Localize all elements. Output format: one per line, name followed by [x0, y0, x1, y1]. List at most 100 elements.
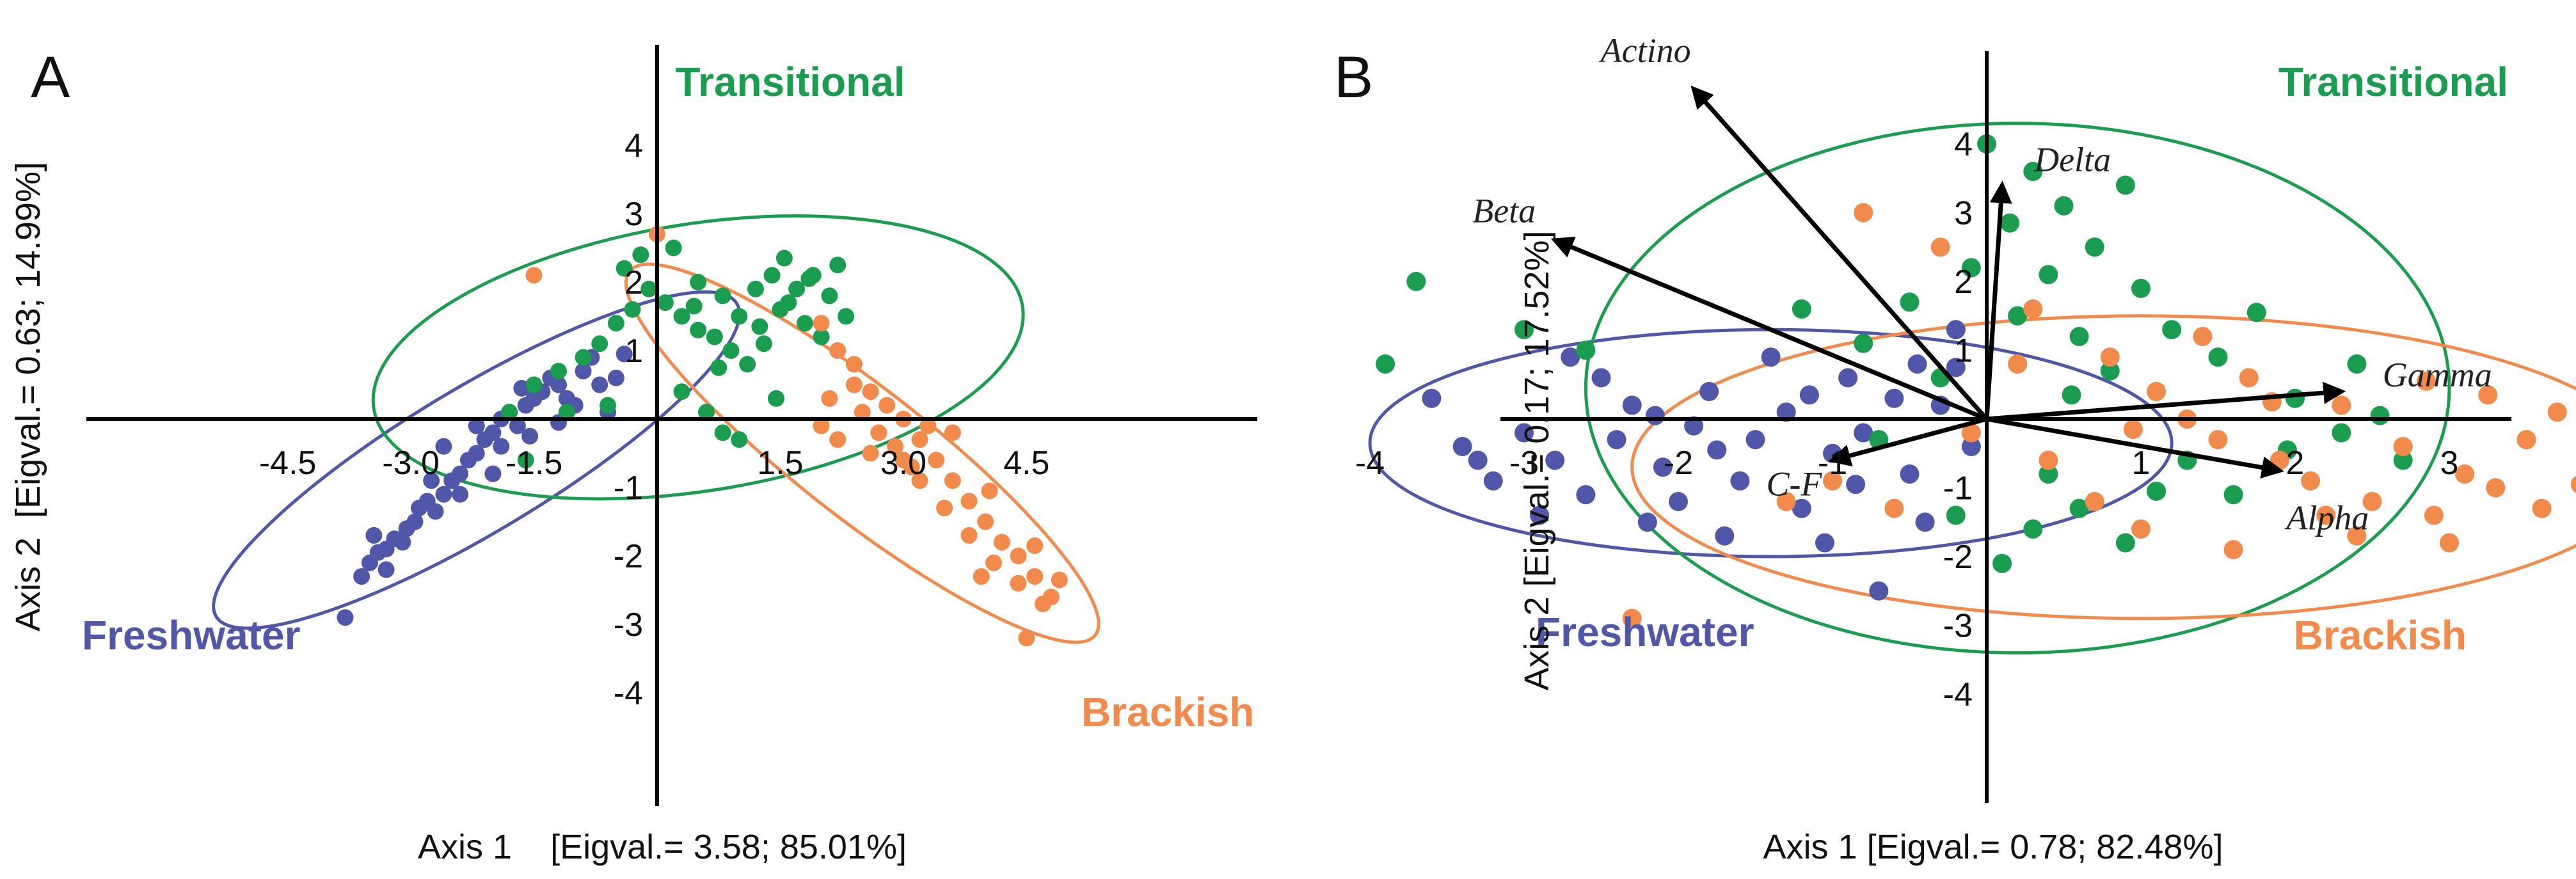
point-transitional-b — [1376, 354, 1395, 374]
point-brackish-b — [2085, 492, 2104, 511]
point-freshwater-a — [493, 438, 510, 455]
point-brackish-b — [2478, 385, 2498, 405]
point-transitional-b — [1792, 299, 1811, 319]
point-transitional-a — [710, 359, 727, 376]
point-freshwater-b — [1707, 440, 1727, 460]
point-freshwater-b — [1637, 512, 1657, 532]
points-a — [337, 226, 1068, 647]
x-axis-title-b: Axis 1 [Eigval.= 0.78; 82.48%] — [1763, 828, 2223, 866]
point-transitional-a — [607, 315, 624, 332]
point-brackish-b — [2347, 526, 2367, 546]
point-brackish-a — [1010, 548, 1027, 564]
point-freshwater-b — [1653, 457, 1673, 477]
x-tick-label-b: 1 — [2132, 445, 2151, 482]
point-freshwater-b — [1561, 347, 1580, 367]
panel-label-a: A — [31, 45, 70, 110]
point-brackish-a — [862, 383, 879, 400]
point-brackish-b — [2516, 430, 2536, 450]
point-transitional-a — [550, 363, 568, 380]
x-tick-label-b: -4 — [1355, 445, 1385, 482]
y-tick-label-a: 4 — [624, 127, 643, 164]
point-transitional-a — [591, 335, 608, 352]
point-freshwater-b — [1515, 423, 1534, 443]
point-brackish-b — [2147, 382, 2167, 401]
point-brackish-a — [821, 390, 838, 407]
point-transitional-b — [1576, 340, 1596, 360]
point-transitional-a — [690, 321, 707, 338]
point-transitional-a — [525, 376, 543, 393]
point-brackish-b — [2301, 471, 2321, 491]
y-axis-title-a: Axis 2 [Eigval.= 0.63; 14.99%] — [9, 162, 47, 631]
point-freshwater-b — [1730, 471, 1750, 491]
point-freshwater-a — [607, 369, 624, 386]
point-transitional-a — [739, 356, 756, 373]
y-tick-label-a: 3 — [624, 196, 643, 233]
point-brackish-a — [919, 417, 937, 434]
point-freshwater-b — [1607, 430, 1626, 450]
point-transitional-a — [747, 280, 764, 297]
point-brackish-b — [2316, 505, 2336, 525]
point-brackish-b — [2100, 347, 2120, 367]
point-brackish-a — [870, 424, 887, 441]
point-transitional-a — [838, 308, 855, 325]
group-label-freshwater-b: Freshwater — [1536, 609, 1754, 655]
point-transitional-b — [2223, 485, 2243, 505]
point-transitional-b — [2332, 423, 2351, 443]
point-brackish-a — [829, 431, 847, 448]
point-brackish-b — [2532, 498, 2552, 518]
point-transitional-a — [755, 335, 772, 352]
point-freshwater-b — [1838, 368, 1858, 388]
ellipse-transitional-b — [1584, 122, 2451, 654]
y-tick-label-a: -4 — [614, 675, 643, 712]
point-freshwater-b — [1884, 388, 1904, 408]
point-freshwater-b — [1854, 423, 1873, 443]
point-brackish-b — [2123, 420, 2143, 440]
point-freshwater-b — [1946, 358, 1966, 377]
point-transitional-a — [813, 328, 830, 345]
panel-label-b: B — [1334, 45, 1373, 110]
point-freshwater-a — [468, 417, 485, 434]
point-freshwater-a — [378, 561, 395, 578]
point-transitional-a — [821, 287, 838, 305]
point-transitional-b — [2131, 278, 2151, 298]
point-transitional-a — [731, 431, 748, 448]
point-transitional-a — [558, 404, 575, 421]
point-freshwater-b — [1530, 505, 1550, 525]
panel-a: A -4.5 -3.0 -1.5 1.5 3.0 4.5 4 3 2 1 -1 -2 -3 -4 Tran… — [9, 45, 1257, 866]
point-transitional-b — [2347, 354, 2367, 374]
point-transitional-b — [2023, 519, 2043, 539]
point-freshwater-a — [484, 465, 502, 482]
point-transitional-b — [2162, 320, 2182, 340]
point-brackish-a — [525, 267, 543, 284]
point-brackish-b — [2440, 533, 2459, 553]
point-freshwater-a — [550, 376, 568, 393]
vector-beta — [1550, 237, 1988, 422]
vector-alpha — [1986, 416, 2284, 479]
point-transitional-b — [2069, 327, 2089, 346]
point-brackish-b — [2239, 368, 2259, 388]
point-brackish-a — [973, 568, 990, 585]
point-freshwater-b — [1576, 485, 1596, 505]
point-brackish-b — [2208, 430, 2228, 450]
point-transitional-a — [665, 239, 682, 257]
point-freshwater-a — [406, 513, 424, 530]
point-brackish-a — [985, 554, 1003, 571]
point-freshwater-b — [1815, 533, 1834, 553]
panel-b: B Actino Delta Beta Gamma Alpha C-F -4 -3 -2 -1 1… — [1334, 31, 2576, 866]
point-brackish-b — [1622, 608, 1642, 628]
point-transitional-b — [2000, 213, 2020, 233]
point-transitional-b — [2069, 498, 2089, 518]
point-transitional-b — [1406, 272, 1426, 291]
point-transitional-a — [673, 308, 690, 325]
point-brackish-b — [1854, 203, 1873, 223]
point-freshwater-a — [365, 527, 383, 544]
point-transitional-a — [775, 249, 793, 267]
point-brackish-a — [944, 424, 961, 441]
point-transitional-b — [2039, 464, 2058, 484]
point-brackish-a — [845, 356, 863, 373]
group-label-transitional-b: Transitional — [2278, 59, 2508, 105]
point-transitional-a — [788, 280, 806, 297]
point-transitional-b — [1854, 333, 1873, 353]
point-transitional-a — [697, 404, 715, 421]
point-brackish-a — [960, 527, 978, 544]
